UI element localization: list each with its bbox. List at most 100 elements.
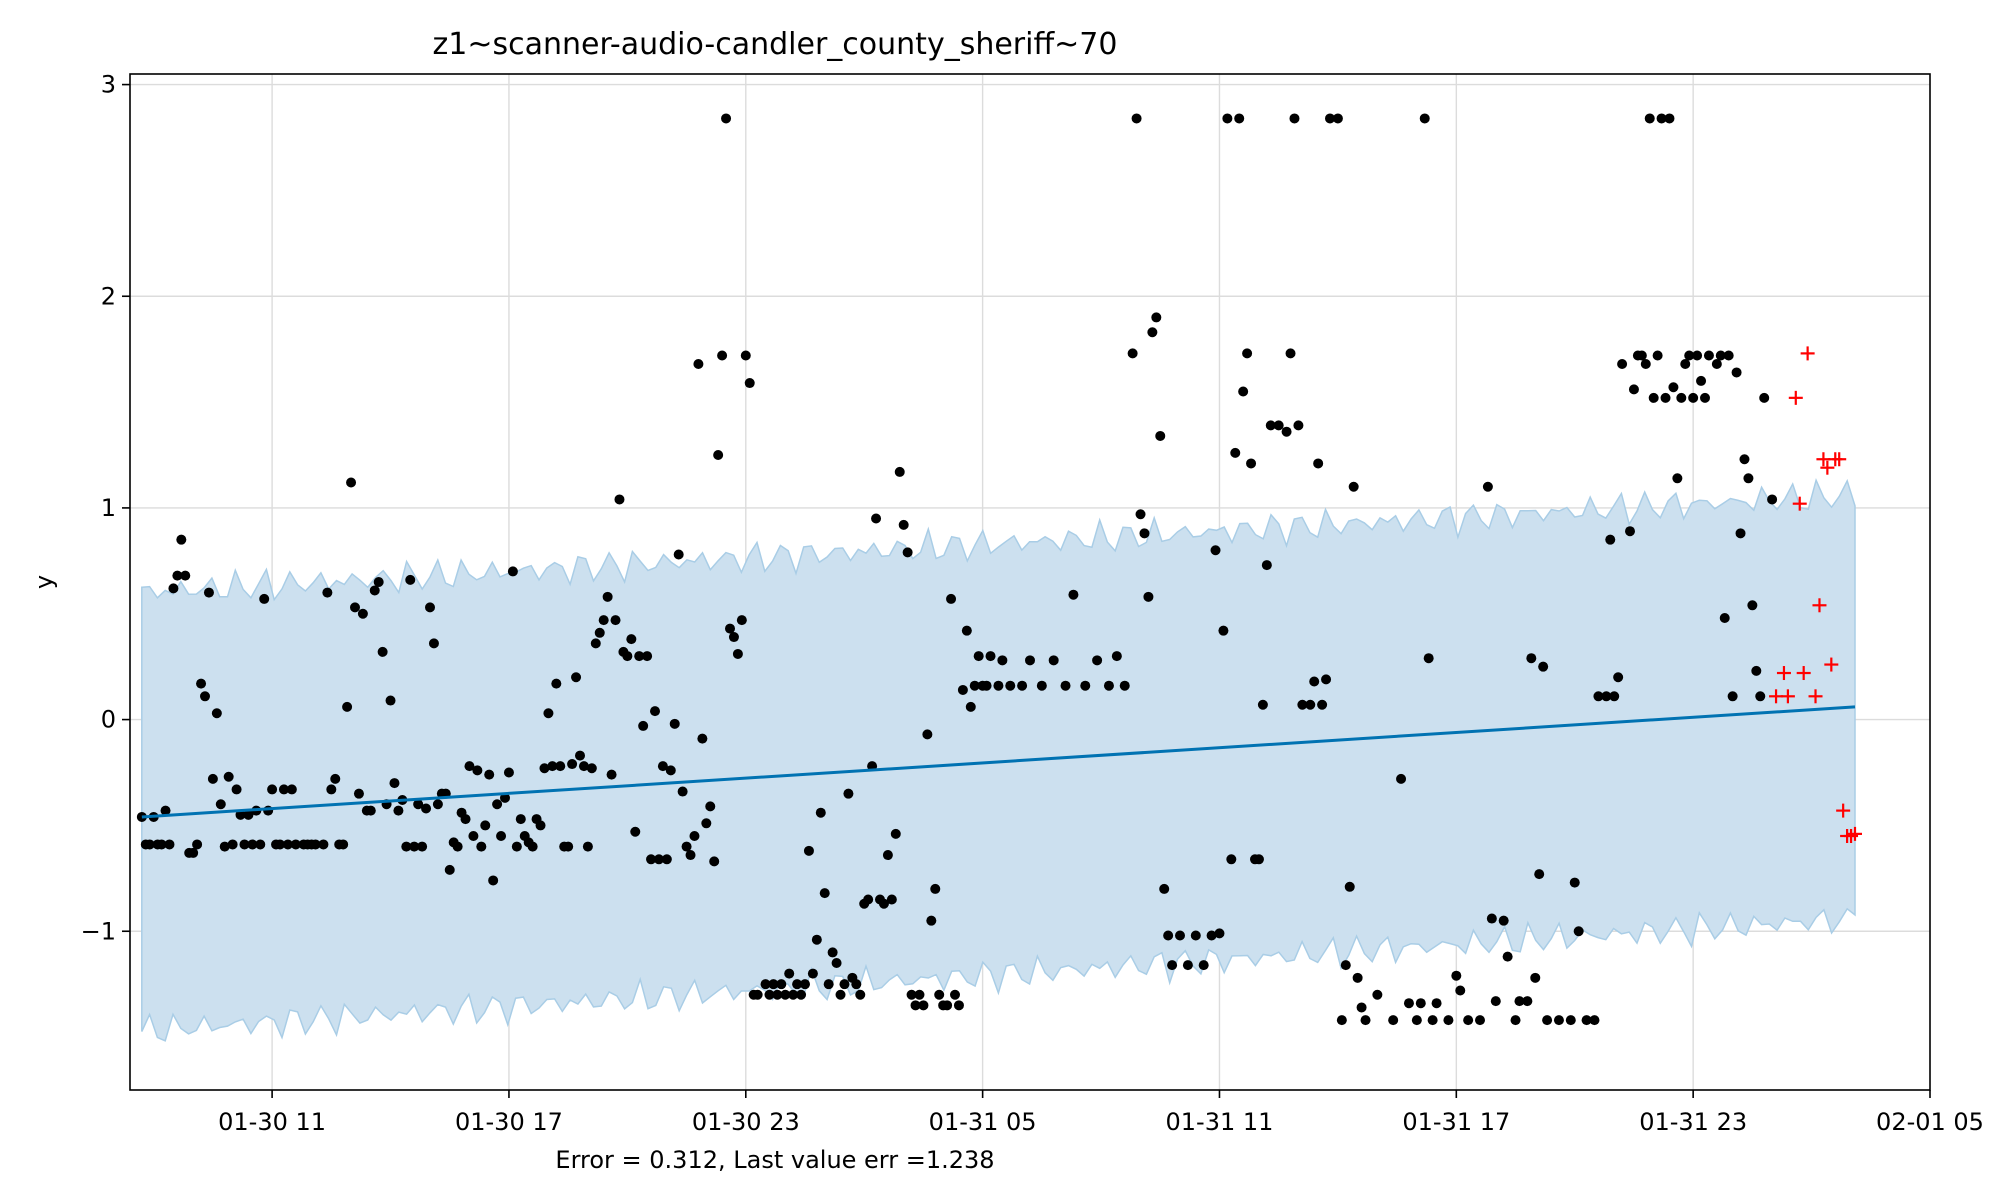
observed-point [855, 989, 866, 1000]
observed-point [910, 1000, 921, 1011]
observed-point [946, 593, 957, 604]
observed-point [1526, 653, 1537, 664]
observed-point [760, 979, 771, 990]
observed-point [1210, 545, 1221, 556]
observed-point [259, 593, 270, 604]
holdout-point [1832, 452, 1847, 467]
observed-point [1767, 494, 1778, 505]
observed-point [800, 979, 810, 990]
observed-point [626, 634, 637, 645]
observed-point [1372, 989, 1383, 1000]
observed-point [555, 761, 566, 772]
observed-point [657, 761, 668, 772]
observed-point [1676, 392, 1687, 403]
holdout-point [1816, 452, 1831, 467]
observed-point [452, 841, 463, 852]
observed-point [1289, 113, 1300, 124]
observed-point [685, 850, 696, 861]
observed-point [1660, 392, 1671, 403]
observed-point [827, 947, 838, 958]
observed-point [180, 570, 191, 581]
observed-point [1103, 680, 1114, 691]
x-tick-label: 02-01 05 [1876, 1108, 1984, 1136]
observed-point [705, 801, 716, 812]
observed-point [215, 799, 226, 810]
observed-point [357, 608, 368, 619]
observed-point [653, 854, 664, 865]
observed-point [235, 809, 246, 820]
observed-point [1510, 1015, 1521, 1026]
observed-point [606, 769, 617, 780]
y-axis-ticks: −1 0 1 2 3 [81, 71, 130, 945]
observed-point [460, 814, 471, 825]
observed-point [1396, 773, 1407, 784]
observed-point [835, 989, 846, 1000]
observed-point [168, 583, 179, 594]
observed-point [650, 706, 660, 717]
observed-point [780, 989, 791, 1000]
observed-point [1593, 691, 1604, 702]
observed-point [638, 720, 649, 731]
observed-point [1759, 392, 1770, 403]
observed-point [192, 839, 203, 850]
observed-point [1234, 113, 1245, 124]
forecast-trend-line [141, 705, 1856, 819]
observed-point [223, 771, 234, 782]
observed-point [1017, 680, 1028, 691]
observed-point [263, 805, 274, 816]
x-tick-label: 01-31 17 [1402, 1108, 1510, 1136]
observed-point [1735, 528, 1746, 539]
observed-point [1155, 430, 1166, 441]
x-tick-label: 01-31 23 [1639, 1108, 1747, 1136]
observed-point [1198, 960, 1209, 971]
observed-point [950, 989, 960, 1000]
observed-point [409, 841, 420, 852]
observed-point [164, 839, 175, 850]
observed-point [922, 729, 933, 740]
observed-point [1388, 1015, 1399, 1026]
holdout-point [1796, 666, 1811, 681]
observed-point [578, 761, 589, 772]
observed-point [1060, 680, 1071, 691]
observed-point [713, 450, 724, 460]
observed-point [1751, 665, 1762, 676]
observed-point [1514, 996, 1525, 1007]
observed-point [957, 684, 968, 695]
observed-point [1309, 676, 1320, 687]
observed-point [421, 803, 432, 814]
observed-point [1068, 589, 1079, 600]
observed-point [503, 767, 514, 778]
observed-point [1743, 473, 1754, 484]
observed-point [507, 566, 518, 577]
observed-point [207, 773, 218, 784]
y-tick-label: 3 [101, 71, 116, 99]
holdout-point [1776, 666, 1791, 681]
x-tick-label: 01-31 11 [1166, 1108, 1274, 1136]
observed-point [464, 761, 475, 772]
observed-point [1640, 358, 1651, 369]
observed-point [1352, 972, 1363, 983]
observed-point [598, 615, 609, 626]
observed-point [1668, 382, 1679, 393]
observed-point [567, 759, 578, 770]
observed-point [590, 638, 601, 649]
observed-point [1230, 447, 1241, 458]
observed-point [1340, 960, 1351, 971]
observed-point [1502, 951, 1513, 962]
observed-point [831, 958, 842, 968]
observed-point [535, 820, 546, 831]
observed-point [1151, 312, 1162, 323]
observed-point [1281, 426, 1292, 437]
observed-point [1755, 691, 1766, 702]
observed-point [1538, 661, 1549, 672]
observed-point [476, 841, 487, 852]
observed-point [488, 875, 499, 886]
observed-point [1163, 930, 1174, 941]
observed-point [1214, 928, 1225, 939]
observed-point [1131, 113, 1142, 124]
observed-point [1617, 358, 1628, 369]
observed-point [1036, 680, 1047, 691]
observed-point [1135, 509, 1146, 520]
observed-point [630, 826, 641, 837]
observed-point [575, 750, 585, 761]
